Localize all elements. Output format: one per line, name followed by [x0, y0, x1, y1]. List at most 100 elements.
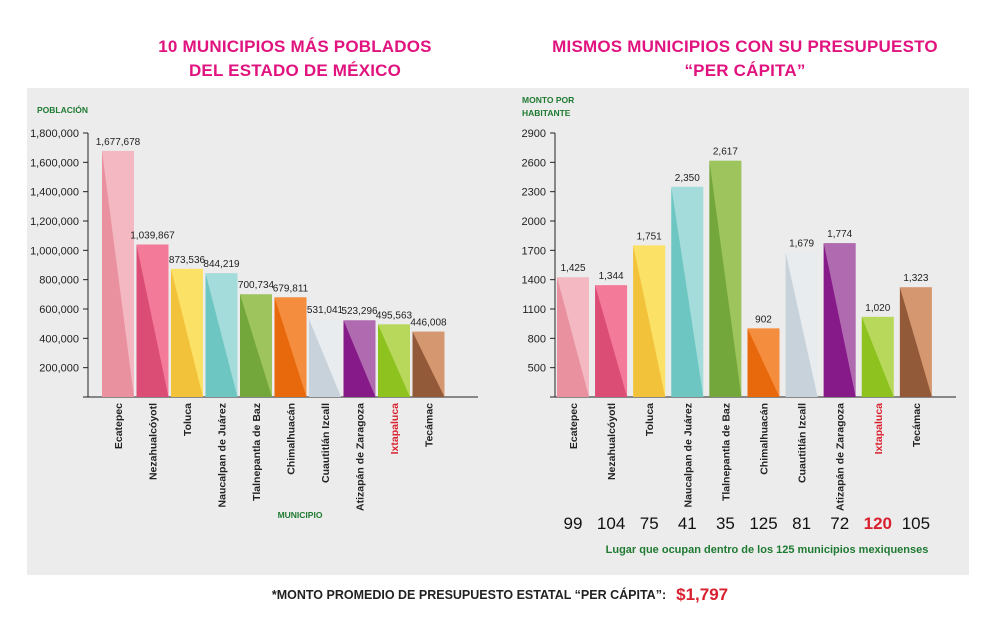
bar-right-9-shade	[899, 287, 932, 397]
right-value-label: 2,617	[713, 147, 738, 158]
left-category-label: Chimalhuacán	[286, 403, 298, 475]
right-chart-title: MISMOS MUNICIPIOS CON SU PRESUPUESTO “PE…	[520, 35, 970, 83]
bar-right-7-shade	[823, 243, 856, 397]
right-category-label: Nezahualcóyotl	[606, 403, 618, 480]
right-category-label: Atizapán de Zaragoza	[835, 403, 847, 511]
right-category-label: Chimalhuacán	[759, 403, 771, 475]
footer: *MONTO PROMEDIO DE PRESUPUESTO ESTATAL “…	[0, 585, 1000, 605]
right-title-line2: “PER CÁPITA”	[684, 61, 806, 80]
bar-left-7-shade	[343, 320, 376, 397]
bar-left-8-shade	[378, 324, 410, 397]
footer-amount: $1,797	[676, 585, 729, 604]
left-value-label: 679,811	[273, 283, 309, 294]
right-y-tick-label: 500	[528, 363, 546, 375]
left-value-label: 446,008	[410, 318, 447, 329]
rank-label: 41	[678, 514, 697, 533]
left-category-label: Toluca	[182, 403, 194, 436]
left-category-label: Tlalnepantla de Baz	[251, 403, 263, 501]
footer-label: *MONTO PROMEDIO DE PRESUPUESTO ESTATAL “…	[271, 588, 667, 602]
rank-label: 125	[749, 514, 777, 533]
rank-label: 72	[830, 514, 849, 533]
right-category-label: Toluca	[644, 403, 656, 436]
left-category-label: Nezahualcóyotl	[148, 403, 160, 480]
right-value-label: 902	[755, 314, 772, 325]
bar-left-6-shade	[309, 319, 341, 397]
rank-label: 35	[716, 514, 735, 533]
bar-left-4-shade	[240, 294, 272, 397]
left-y-tick-label: 600,000	[39, 304, 79, 316]
right-y-axis-label-line2: HABITANTE	[522, 108, 571, 118]
left-title-line2: DEL ESTADO DE MÉXICO	[188, 61, 402, 80]
right-y-tick-label: 2000	[522, 216, 546, 228]
rank-label: 81	[792, 514, 811, 533]
left-value-label: 531,041	[307, 305, 344, 316]
left-value-label: 700,734	[238, 280, 275, 291]
rank-label: 120	[864, 514, 892, 533]
left-y-tick-label: 200,000	[39, 363, 79, 375]
right-y-tick-label: 1100	[522, 304, 546, 316]
right-y-tick-label: 1700	[522, 245, 546, 257]
right-title-line1: MISMOS MUNICIPIOS CON SU PRESUPUESTO	[552, 37, 938, 56]
right-category-label: Ecatepec	[568, 403, 580, 449]
bar-right-6-shade	[785, 252, 818, 397]
left-x-axis-label: MUNICIPIO	[278, 510, 323, 520]
bar-left-1-shade	[136, 244, 169, 397]
bar-left-0-shade	[102, 150, 134, 397]
left-y-tick-label: 1,400,000	[30, 187, 79, 199]
left-category-label: Ecatepec	[113, 403, 125, 449]
right-value-label: 1,020	[865, 303, 890, 314]
bar-right-8-shade	[861, 316, 894, 397]
left-y-tick-label: 800,000	[39, 275, 79, 287]
right-value-label: 1,425	[560, 263, 585, 274]
right-value-label: 1,774	[827, 229, 852, 240]
right-y-axis-label-line1: MONTO POR	[522, 95, 574, 105]
left-y-tick-label: 1,800,000	[30, 128, 79, 140]
left-y-tick-label: 1,200,000	[30, 216, 79, 228]
right-y-tick-label: 800	[528, 333, 546, 345]
right-value-label: 1,344	[599, 271, 624, 282]
bar-left-9-shade	[412, 331, 445, 397]
rank-label: 105	[902, 514, 930, 533]
bar-left-3-shade	[205, 273, 238, 397]
left-y-tick-label: 400,000	[39, 333, 79, 345]
bar-right-5-shade	[747, 328, 780, 397]
right-value-label: 1,751	[637, 231, 662, 242]
left-title-line1: 10 MUNICIPIOS MÁS POBLADOS	[158, 37, 432, 56]
right-y-tick-label: 2300	[522, 187, 546, 199]
left-category-label: Naucalpan de Juárez	[217, 403, 229, 507]
left-category-label: Ixtapaluca	[389, 403, 401, 455]
rank-label: 99	[564, 514, 583, 533]
left-y-axis-label: POBLACIÓN	[37, 104, 88, 115]
rank-label: 104	[597, 514, 625, 533]
bar-left-5-shade	[274, 297, 307, 397]
bar-left-2-shade	[171, 268, 203, 397]
bar-right-1-shade	[595, 285, 628, 397]
left-value-label: 523,296	[341, 306, 378, 317]
right-value-label: 2,350	[675, 173, 700, 184]
right-category-label: Ixtapaluca	[873, 403, 885, 455]
right-category-label: Naucalpan de Juárez	[682, 403, 694, 507]
right-category-label: Tlalnepantla de Baz	[720, 403, 732, 501]
left-category-label: Cuautitlán Izcall	[320, 403, 332, 483]
left-value-label: 495,563	[376, 310, 413, 321]
left-value-label: 1,677,678	[96, 137, 141, 148]
rank-label: 75	[640, 514, 659, 533]
right-value-label: 1,323	[903, 273, 928, 284]
left-value-label: 1,039,867	[130, 230, 175, 241]
left-category-label: Tecámac	[424, 403, 436, 447]
right-y-tick-label: 2900	[522, 128, 546, 140]
bar-right-3-shade	[671, 186, 704, 397]
right-category-label: Cuautitlán Izcall	[797, 403, 809, 483]
bar-right-4-shade	[709, 160, 742, 397]
right-y-tick-label: 2600	[522, 157, 546, 169]
left-y-tick-label: 1,000,000	[30, 245, 79, 257]
left-value-label: 873,536	[169, 255, 206, 266]
bar-right-2-shade	[633, 245, 666, 397]
right-y-tick-label: 1400	[522, 275, 546, 287]
left-value-label: 844,219	[203, 259, 240, 270]
left-category-label: Atizapán de Zaragoza	[355, 403, 367, 511]
bar-right-0-shade	[557, 277, 589, 397]
left-chart-title: 10 MUNICIPIOS MÁS POBLADOS DEL ESTADO DE…	[60, 35, 530, 83]
ranks-caption: Lugar que ocupan dentro de los 125 munic…	[606, 544, 929, 556]
